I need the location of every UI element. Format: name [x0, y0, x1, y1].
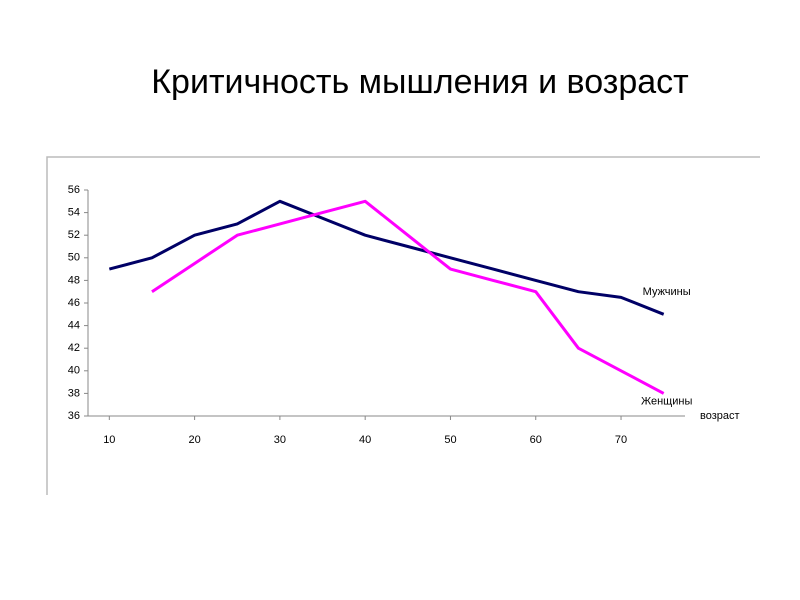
y-tick-label: 44: [68, 320, 80, 332]
chart-frame: [46, 156, 760, 495]
x-tick-label: 40: [359, 434, 371, 446]
series-label: Женщины: [641, 395, 692, 407]
x-tick-label: 70: [615, 434, 627, 446]
y-tick-label: 38: [68, 387, 80, 399]
x-tick-label: 10: [103, 434, 115, 446]
y-tick-label: 56: [68, 184, 80, 196]
y-tick-label: 46: [68, 297, 80, 309]
y-tick-label: 36: [68, 410, 80, 422]
x-axis-label: возраст: [700, 410, 740, 422]
x-tick-label: 60: [530, 434, 542, 446]
y-tick-label: 42: [68, 342, 80, 354]
y-tick-label: 48: [68, 274, 80, 286]
series-line: [151, 199, 665, 395]
chart-title: Критичность мышления и возраст: [151, 63, 689, 101]
series-line: [108, 199, 665, 316]
y-tick-label: 40: [68, 365, 80, 377]
x-tick-label: 30: [274, 434, 286, 446]
y-tick-label: 52: [68, 229, 80, 241]
series-label: Мужчины: [643, 286, 691, 298]
x-tick-label: 20: [188, 434, 200, 446]
y-tick-label: 50: [68, 252, 80, 264]
x-tick-label: 50: [444, 434, 456, 446]
y-tick-label: 54: [68, 207, 80, 219]
